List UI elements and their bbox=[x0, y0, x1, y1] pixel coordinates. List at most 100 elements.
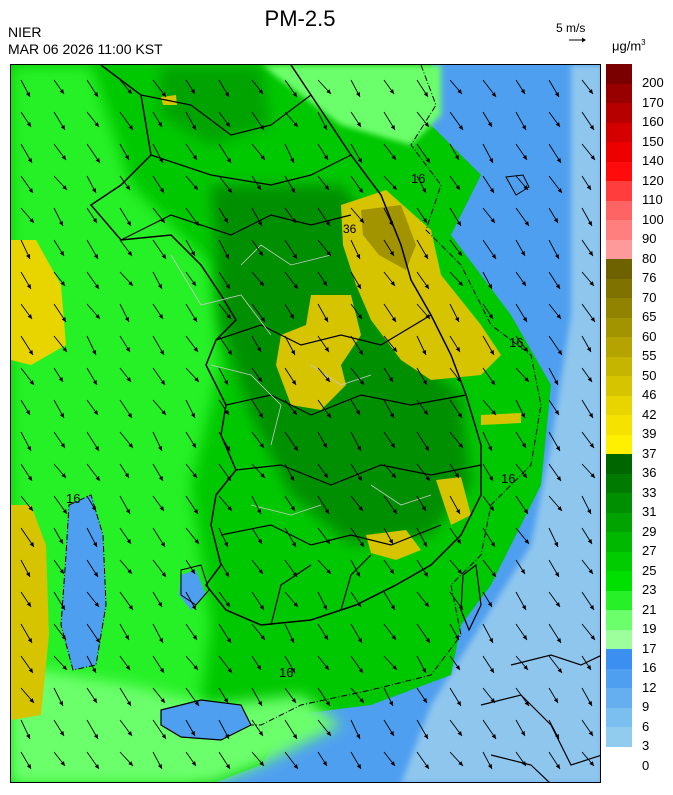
wind-vector-arrowhead bbox=[59, 731, 64, 736]
wind-vector-arrowhead bbox=[27, 314, 32, 319]
wind-vector-arrowhead bbox=[92, 380, 97, 385]
wind-vector-arrowhead bbox=[59, 413, 64, 418]
wind-vector-arrowhead bbox=[192, 317, 197, 322]
legend-color-swatch bbox=[606, 688, 632, 708]
wind-vector-arrowhead bbox=[355, 92, 360, 97]
wind-vector-arrowhead bbox=[258, 731, 263, 736]
wind-vector-arrowhead bbox=[258, 89, 263, 94]
wind-vector-arrowhead bbox=[458, 281, 463, 286]
wind-vector-arrowhead bbox=[58, 539, 63, 544]
wind-vector-arrowhead bbox=[127, 413, 132, 418]
wind-vector-arrowhead bbox=[357, 476, 362, 481]
pm25-concentration-map[interactable]: 16 16 16 16 16 36 bbox=[10, 64, 601, 783]
wind-vector-arrowhead bbox=[491, 734, 496, 739]
wind-vector-arrowhead bbox=[589, 761, 594, 766]
legend-color-swatch bbox=[606, 454, 632, 474]
legend-color-swatch bbox=[606, 161, 632, 182]
wind-vector-arrowhead bbox=[225, 284, 230, 289]
wind-vector-arrowhead bbox=[291, 542, 296, 547]
wind-vector-arrowhead bbox=[524, 377, 529, 382]
wind-vector-arrowhead bbox=[490, 380, 495, 385]
wind-vector-arrowhead bbox=[421, 188, 426, 193]
wind-vector-arrowhead bbox=[391, 473, 396, 478]
wind-vector-arrowhead bbox=[160, 698, 165, 703]
wind-vector-arrowhead bbox=[226, 638, 231, 643]
wind-vector-arrowhead bbox=[59, 89, 64, 94]
wind-vector-arrowhead bbox=[389, 569, 394, 574]
wind-vector-arrowhead bbox=[127, 251, 132, 256]
wind-vector-arrowhead bbox=[523, 665, 528, 670]
wind-vector-arrowhead bbox=[225, 764, 230, 769]
unit-label: μg/m3 bbox=[612, 38, 646, 53]
korean-peninsula-coastline bbox=[89, 65, 482, 626]
wind-vector-arrowhead bbox=[29, 380, 34, 385]
wind-vector-arrowhead bbox=[61, 155, 66, 160]
wind-vector-arrowhead bbox=[224, 572, 229, 577]
legend-color-swatch bbox=[606, 551, 632, 572]
wind-vector-arrowhead bbox=[456, 377, 461, 382]
wind-vector-arrowhead bbox=[94, 446, 99, 451]
wind-vector-arrowhead bbox=[92, 350, 97, 355]
legend-label: 0 bbox=[642, 757, 650, 773]
wind-vector-arrowhead bbox=[488, 158, 493, 163]
island-jeju bbox=[160, 699, 252, 741]
wind-vector-arrowhead bbox=[389, 731, 394, 736]
wind-vector-arrowhead bbox=[455, 317, 459, 322]
wind-vector-arrowhead bbox=[158, 314, 163, 319]
wind-vector-arrowhead bbox=[191, 125, 196, 130]
high-concentration-zone-east-core bbox=[361, 205, 416, 270]
wind-vector-arrowhead bbox=[28, 668, 33, 673]
wind-vector-arrowhead bbox=[424, 602, 429, 607]
wind-vector-arrowhead bbox=[290, 350, 295, 355]
wind-vector-arrowhead bbox=[225, 602, 230, 607]
wind-vector-arrowhead bbox=[522, 155, 527, 160]
wind-vector-arrowhead bbox=[128, 125, 133, 130]
wind-vector-arrowhead bbox=[488, 446, 493, 451]
wind-vector-arrowhead bbox=[423, 410, 428, 415]
wind-vector-arrowhead bbox=[60, 443, 65, 448]
wind-vector-arrowhead bbox=[190, 89, 195, 94]
legend-color-swatch bbox=[606, 181, 632, 201]
wind-vector-arrowhead bbox=[557, 506, 562, 511]
legend-label: 160 bbox=[642, 114, 664, 129]
wind-vector-arrowhead bbox=[29, 698, 34, 703]
wind-vector-arrowhead bbox=[161, 734, 166, 739]
wind-vector-arrowhead bbox=[555, 284, 560, 289]
wind-vector-arrowhead bbox=[588, 251, 593, 256]
wind-vector-arrowhead bbox=[27, 638, 32, 643]
legend-color-swatch bbox=[606, 356, 632, 377]
wind-vector-arrowhead bbox=[160, 542, 165, 547]
wind-vector-arrowhead bbox=[59, 251, 64, 256]
wind-vector-scale-label: 5 m/s bbox=[556, 21, 586, 35]
legend-color-swatch bbox=[606, 376, 632, 396]
wind-vector-arrowhead bbox=[59, 569, 64, 574]
wind-vector-arrowhead bbox=[421, 506, 426, 511]
wind-vector-arrowhead bbox=[521, 281, 526, 286]
wind-vector-arrowhead bbox=[488, 638, 493, 643]
legend-label: 80 bbox=[642, 250, 657, 266]
wind-vector-arrowhead bbox=[590, 317, 595, 322]
legend-color-swatch bbox=[606, 239, 632, 260]
wind-vector-arrowhead bbox=[588, 89, 593, 94]
wind-vector-arrowhead bbox=[193, 185, 198, 190]
wind-vector-arrowhead bbox=[93, 410, 98, 415]
wind-vector-arrowhead bbox=[359, 542, 364, 547]
wind-vector-arrowhead bbox=[257, 701, 262, 706]
wind-vector-arrowhead bbox=[521, 605, 526, 610]
wind-vector-arrowhead bbox=[326, 89, 331, 94]
wind-vector-arrowhead bbox=[589, 605, 594, 610]
wind-vector-arrowhead bbox=[224, 734, 229, 739]
wind-vector-arrowhead bbox=[128, 443, 133, 448]
wind-vector-arrowhead bbox=[555, 602, 560, 607]
wind-vector-arrowhead bbox=[588, 413, 593, 418]
wind-vector-arrowhead bbox=[94, 764, 99, 769]
wind-vector-arrowhead bbox=[557, 668, 562, 673]
wind-vector-arrowhead bbox=[292, 734, 297, 739]
wind-vector-arrowhead bbox=[290, 668, 295, 673]
legend-label: 37 bbox=[642, 445, 657, 461]
wind-vector-arrowhead bbox=[425, 158, 430, 163]
wind-vector-arrowhead bbox=[355, 410, 360, 415]
map-canvas: 16 16 16 16 16 36 bbox=[11, 65, 600, 782]
wind-vector-arrowhead bbox=[455, 185, 460, 190]
wind-vector-arrowhead bbox=[586, 347, 591, 352]
